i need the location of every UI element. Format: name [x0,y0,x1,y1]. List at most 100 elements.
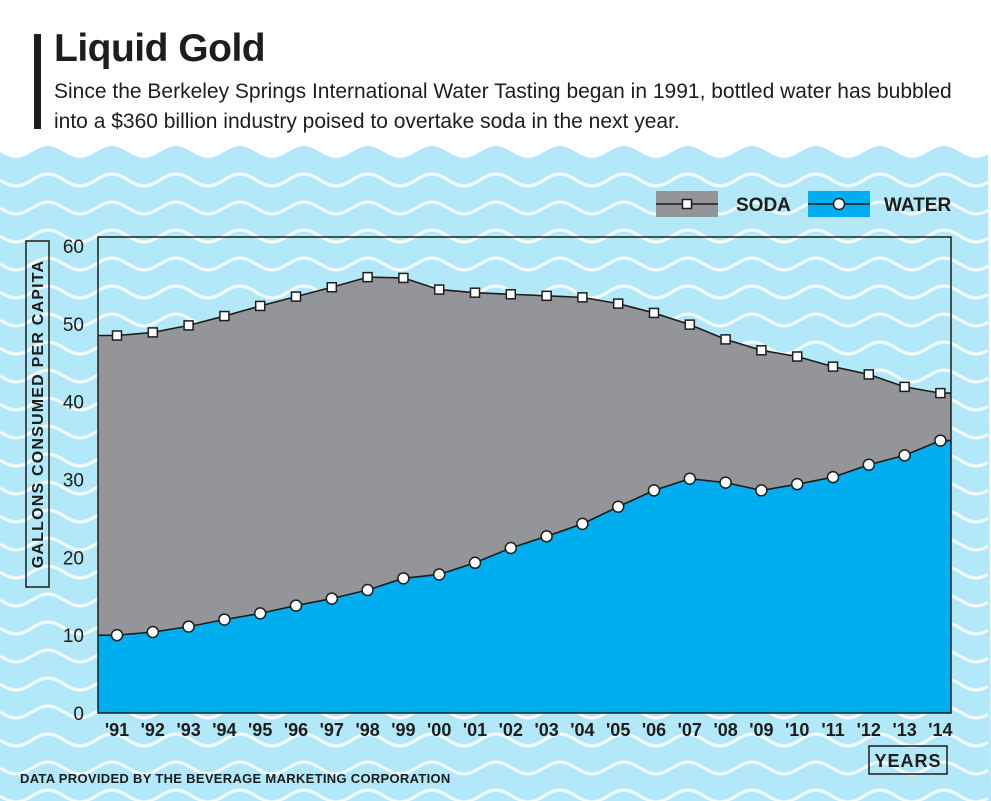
wave-line [0,256,989,272]
water-point [397,572,410,585]
water-point [289,599,303,612]
series-markers [110,271,947,642]
y-tick-label: 20 [63,548,84,569]
soda-point [147,327,159,338]
axis-labels: GALLONS CONSUMED PER CAPITA YEARS [25,240,948,775]
soda-point [720,334,731,345]
x-tick-label: '01 [463,720,487,740]
soda-point [398,272,409,284]
soda-point [935,387,946,399]
x-tick-label: '93 [176,720,200,740]
x-tick-label: '97 [320,720,344,740]
y-tick-label: 50 [63,315,84,336]
y-tick-label: 0 [73,704,84,725]
soda-point [111,330,123,341]
soda-point [362,271,373,283]
water-point [468,556,482,570]
soda-point [219,310,230,322]
soda-point [756,345,767,356]
soda-point [684,319,696,330]
x-tick-label: '04 [570,720,594,740]
y-tick-label: 30 [63,471,84,492]
y-tick-label: 60 [63,237,84,258]
legend-water-label: WATER [884,195,951,216]
water-point [110,628,124,642]
water-point [898,449,911,462]
water-point [611,500,625,513]
water-point [540,530,553,543]
x-axis-label-box [868,745,948,775]
soda-point [863,369,875,380]
water-point [755,484,768,497]
axis-layer [97,236,952,714]
soda-point [290,291,302,302]
water-point [325,592,339,605]
x-tick-label: '11 [821,720,844,740]
legend: SODA WATER [656,191,951,217]
soda-point [505,289,517,300]
x-tick-label: '08 [713,720,737,740]
wave-line [0,788,989,801]
wave-line [0,228,989,244]
y-tick-label: 40 [63,393,84,414]
water-point [576,517,589,531]
x-tick-label: '03 [534,720,558,740]
y-axis-label-box [25,240,50,588]
x-tick-label: '13 [892,720,916,740]
x-tick-label: '98 [355,720,379,740]
wave-line [0,172,989,188]
soda-point [791,351,803,362]
soda-line [98,276,951,394]
water-point [253,607,267,620]
x-tick-label: '14 [928,720,952,740]
water-point [218,613,231,626]
x-tick-label: '09 [749,720,773,740]
water-area [98,440,951,713]
wave-line [0,284,989,300]
soda-point [469,287,481,298]
soda-point [577,292,588,303]
area-layer [98,277,951,713]
legend-soda-label: SODA [736,195,791,216]
water-point [934,434,947,447]
soda-point [827,361,839,372]
x-tick-label: '05 [606,720,630,740]
x-tick-label: '94 [212,720,236,740]
legend-soda-marker [681,198,693,210]
soda-point [899,381,910,393]
water-point [647,484,661,497]
x-tick-label: '96 [284,720,308,740]
tick-labels: 0 10 20 30 40 50 60 '91 '92 '93 '94 '95 '96 '97 '98 '99… [63,237,953,740]
x-tick-label: '07 [678,720,702,740]
y-axis-label: GALLONS CONSUMED PER CAPITA [30,260,47,569]
y-tick-label: 10 [63,626,84,647]
soda-point [648,307,660,319]
source-note: DATA PROVIDED BY THE BEVERAGE MARKETING … [20,771,451,786]
x-tick-label: '10 [785,720,809,740]
water-point [361,583,374,597]
soda-point [541,290,552,302]
x-tick-label: '92 [141,720,165,740]
page-title: Liquid Gold [54,27,266,70]
water-point [504,541,518,555]
x-axis-label: YEARS [874,751,941,771]
water-point [862,458,876,471]
x-tick-label: '91 [105,720,129,740]
header: Liquid Gold Since the Berkeley Springs I… [0,0,991,150]
water-point [182,620,195,633]
legend-water-marker [832,197,846,211]
x-tick-label: '02 [499,720,523,740]
x-tick-label: '12 [857,720,881,740]
x-tick-label: '00 [427,720,451,740]
water-point [432,568,446,581]
soda-point [433,284,445,295]
water-point [826,470,840,484]
soda-point [326,282,338,293]
plot-frame [97,236,952,714]
x-tick-label: '99 [391,720,415,740]
water-point [146,625,160,639]
title-accent-bar [34,34,41,129]
soda-point [183,320,194,331]
